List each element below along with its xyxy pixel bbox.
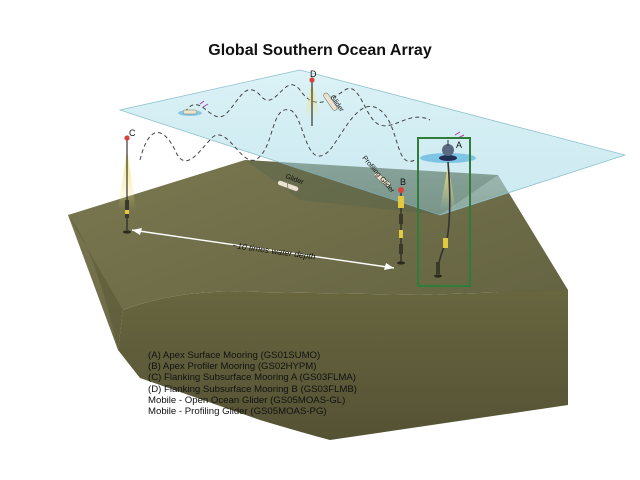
- sea-surface-plane: [118, 69, 627, 216]
- mooring-c-letter: C: [129, 128, 136, 138]
- legend-item: (C) Flanking Subsurface Mooring A (GS03F…: [148, 372, 356, 384]
- mooring-b-letter: B: [400, 177, 406, 187]
- legend-item: (B) Apex Profiler Mooring (GS02HYPM): [148, 361, 317, 373]
- glider-center-icon: [277, 179, 299, 192]
- seafloor-slope-shading: [68, 215, 123, 350]
- mooring-a: [420, 140, 476, 278]
- legend-item: Mobile - Open Ocean Glider (GS05MOAS-GL): [148, 394, 346, 406]
- legend-item: (A) Apex Surface Mooring (GS01SUMO): [148, 350, 321, 361]
- mooring-c: [118, 135, 136, 234]
- apex-highlight-box: [417, 137, 471, 287]
- water-column-shade: [245, 160, 498, 215]
- distance-arrow: [131, 228, 395, 270]
- mooring-a-letter: A: [456, 140, 462, 150]
- profiling-glider-icon: [373, 171, 391, 188]
- mooring-d: [304, 77, 320, 126]
- upper-glider-path: [184, 84, 431, 127]
- mooring-d-letter: D: [310, 69, 317, 79]
- legend-item: Mobile - Profiling Glider (GS05MOAS-PG): [148, 406, 327, 418]
- diagram-title: Global Southern Ocean Array: [208, 42, 432, 59]
- surface-glider-icon: [178, 100, 209, 116]
- open-ocean-glider-path: [139, 105, 416, 162]
- glider-top-icon: [323, 92, 338, 111]
- mooring-b: [397, 187, 405, 265]
- seafloor-front-face: [118, 290, 568, 440]
- legend-item: (D) Flanking Subsurface Mooring B (GS03F…: [148, 383, 358, 395]
- legend: (A) Apex Surface Mooring (GS01SUMO) (B) …: [148, 350, 357, 417]
